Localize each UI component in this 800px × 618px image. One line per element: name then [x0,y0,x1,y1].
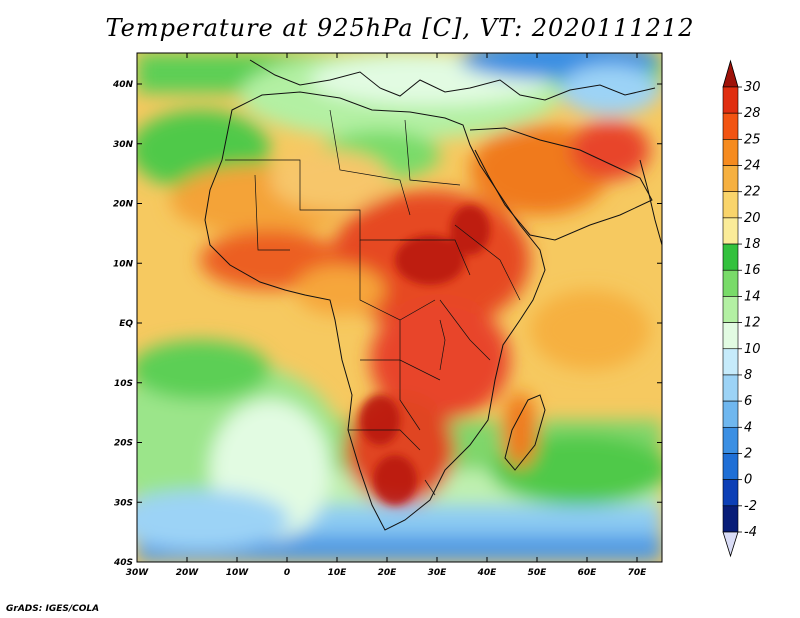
colorbar-label: 25 [744,132,761,147]
arabia-coastline [469,127,653,241]
colorbar-swatch [722,296,739,323]
lon-label: 30E [428,568,448,578]
india-coastline [639,159,662,246]
colorbar-swatch [722,453,739,480]
colorbar-top-arrow [722,59,739,88]
lon-label: 40E [477,568,498,578]
colorbar-label: 10 [744,342,761,357]
colorbar-label: 20 [744,211,761,226]
lon-label: 20E [378,568,398,578]
colorbar-label: 30 [744,80,761,95]
map-frame [136,52,663,563]
colorbar-swatch [722,217,739,245]
colorbar-label: 14 [744,289,761,304]
europe-coastline [249,59,656,101]
africa-coastline [204,91,546,531]
colorbar-swatch [722,505,739,533]
colorbar-label: 4 [744,420,752,435]
lat-label: 30N [113,140,134,150]
longitude-axis: 30W 20W 10W 0 10E 20E 30E 40E 50E 60E 70E [126,53,647,578]
temperature-field [137,53,662,562]
lat-label: 40S [113,558,133,568]
colorbar-swatch [722,165,739,193]
colorbar-swatch [722,243,739,271]
colorbar-swatch [722,322,739,350]
colorbar-swatch [722,348,739,376]
map-title: Temperature at 925hPa [C], VT: 202011121… [105,14,695,42]
colorbar-label: 12 [744,316,761,331]
lon-label: 10E [328,568,348,578]
colorbar-label: 22 [744,185,761,200]
colorbar-label: 0 [744,473,752,488]
colorbar-swatch [722,374,739,402]
lat-label: 20S [114,439,133,449]
colorbar-swatch [722,139,739,166]
lat-label: 40N [112,80,134,90]
colorbar-label: 24 [744,159,761,174]
lat-label: 10N [113,259,134,269]
colorbar-swatch [722,269,739,297]
lon-label: 10W [226,568,250,578]
grads-credit: GrADS: IGES/COLA [6,604,100,614]
lon-label: 70E [628,568,648,578]
colorbar-label: 18 [744,237,761,252]
lon-label: 50E [528,568,548,578]
madagascar-coastline [504,394,546,471]
colorbar-swatch [722,191,739,219]
lat-label: 30S [114,498,133,508]
colorbar-swatch [722,112,739,140]
colorbar-label: 28 [744,106,761,121]
colorbar-swatch [722,479,739,507]
lon-label: 0 [284,568,290,578]
latitude-axis: 40N 30N 20N 10N EQ 10S 20S 30S 40S [112,80,662,568]
colorbar-swatch [722,400,739,428]
colorbar-bottom-arrow [722,531,739,558]
lat-label: EQ [119,319,133,329]
lon-label: 20W [176,568,200,578]
colorbar-label: 2 [744,446,752,461]
lon-label: 60E [578,568,598,578]
colorbar-swatch [722,426,739,454]
colorbar-label: 8 [744,368,752,383]
colorbar-label: 16 [744,263,761,278]
colorbar-label: -4 [744,525,757,540]
lon-label: 30W [126,568,150,578]
colorbar-label: 6 [744,394,752,409]
lat-label: 10S [114,379,133,389]
lat-label: 20N [113,200,134,210]
colorbar-label: -2 [744,499,757,514]
colorbar-swatch [722,86,739,114]
